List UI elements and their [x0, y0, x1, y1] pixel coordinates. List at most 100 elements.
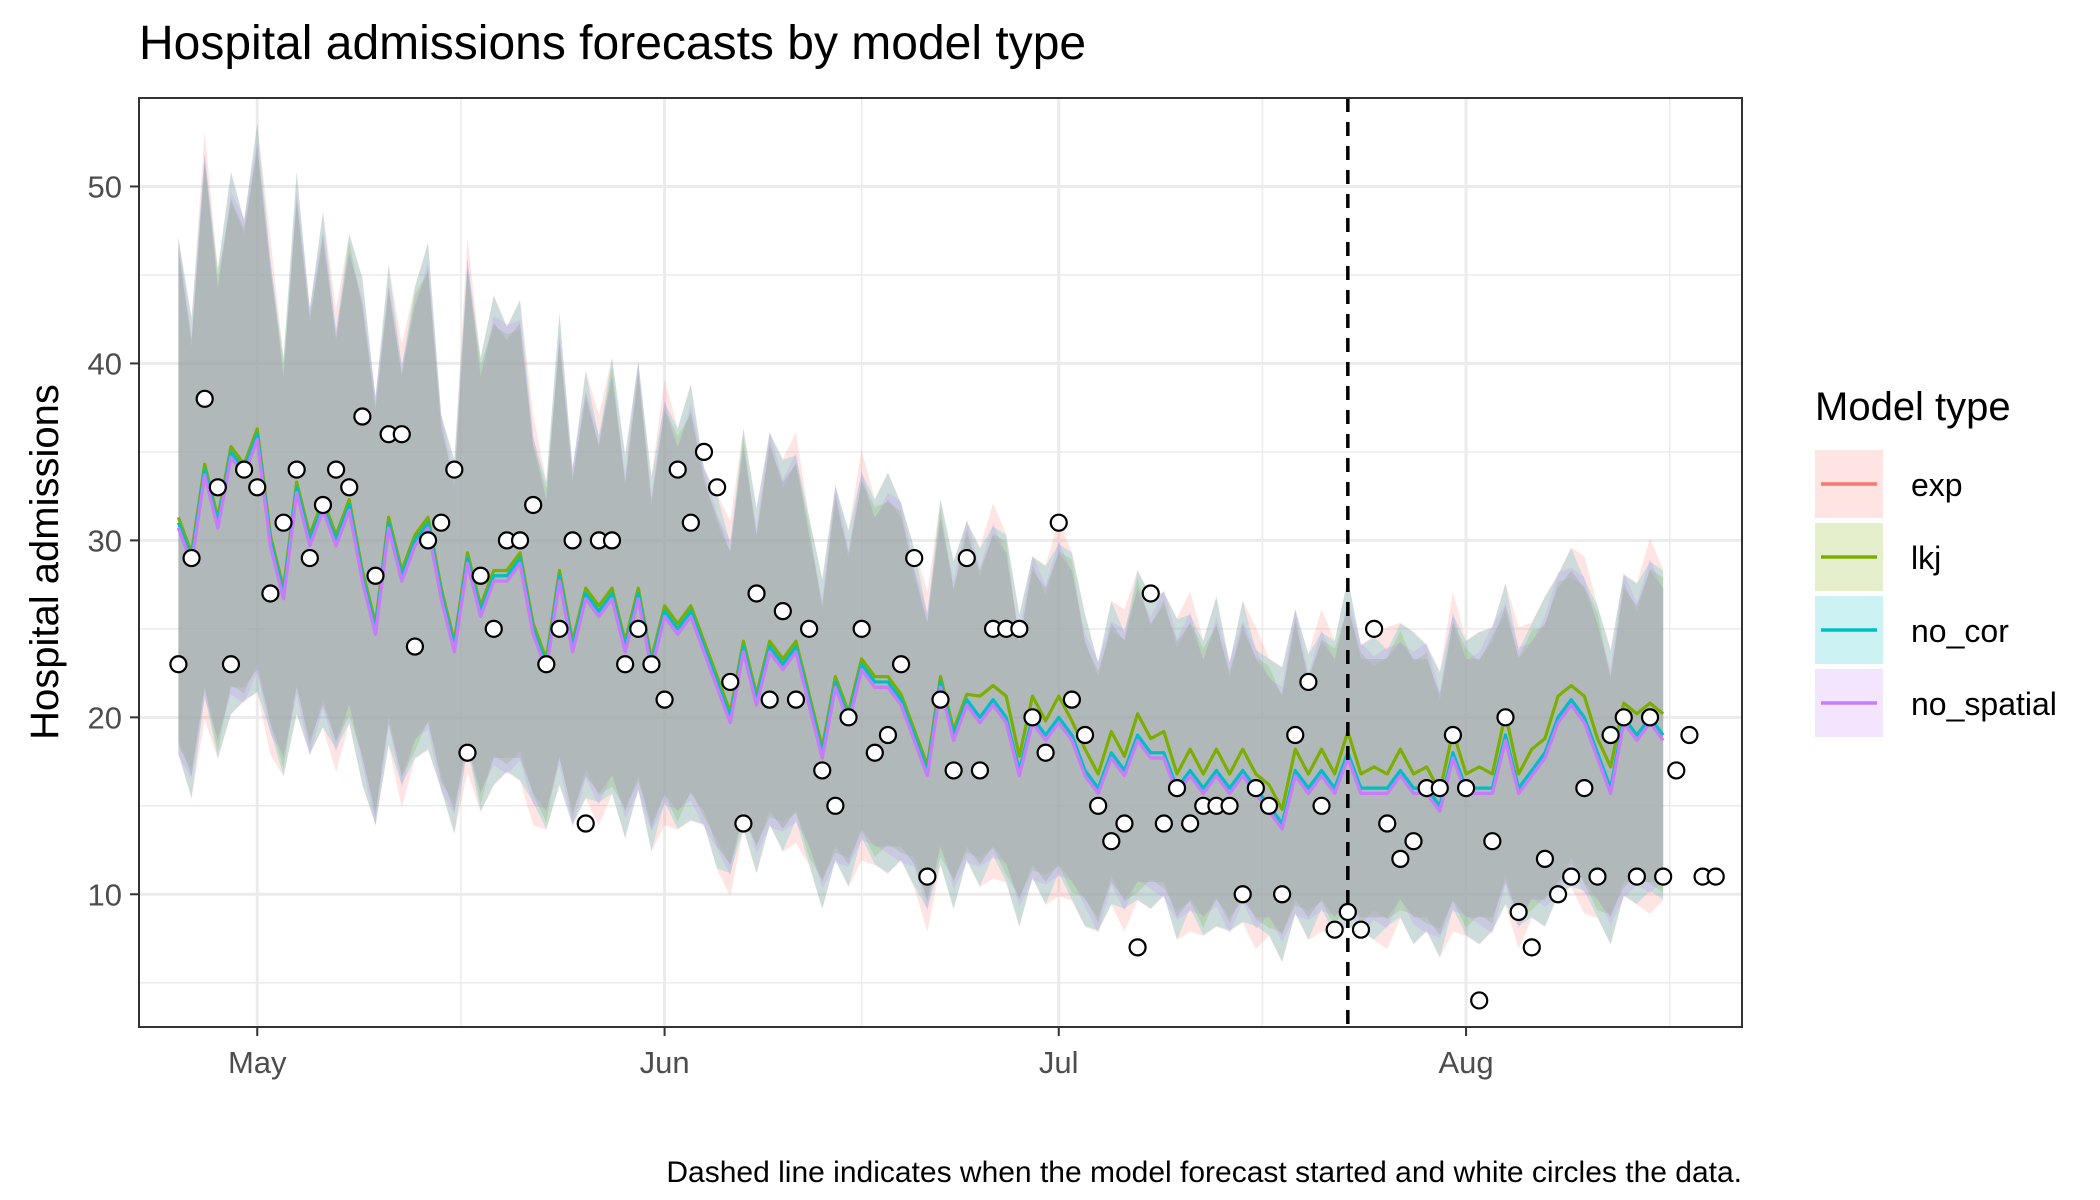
y-tick-label: 30	[88, 523, 122, 558]
data-point	[642, 655, 661, 674]
data-point	[1181, 814, 1200, 833]
data-point	[1036, 743, 1055, 762]
legend-label-exp: exp	[1911, 467, 1963, 503]
data-point	[1286, 725, 1305, 745]
data-point	[340, 478, 359, 497]
data-point	[905, 548, 924, 568]
plot-border	[138, 97, 1743, 1028]
data-point	[826, 796, 845, 815]
data-point	[1562, 867, 1581, 886]
data-point	[786, 690, 806, 709]
data-point	[208, 478, 227, 497]
data-point	[313, 495, 333, 515]
data-point	[1522, 938, 1541, 957]
data-point	[1470, 991, 1489, 1010]
data-point	[353, 407, 372, 426]
data-point	[484, 619, 503, 638]
y-axis-title: Hospital admissions	[23, 384, 67, 740]
data-point	[445, 460, 464, 479]
data-point	[261, 584, 280, 603]
data-point	[1391, 849, 1410, 868]
data-point	[1220, 796, 1239, 815]
data-point	[1680, 725, 1699, 745]
data-point	[1273, 885, 1292, 904]
data-point	[1496, 708, 1515, 727]
data-point	[747, 584, 766, 603]
median-line-no_spatial	[176, 437, 1665, 831]
data-point	[550, 619, 569, 638]
chart-caption: Dashed line indicates when the model for…	[666, 1156, 1742, 1189]
data-point	[721, 672, 740, 692]
data-point	[1404, 832, 1423, 851]
data-point	[182, 548, 201, 568]
legend: Model type exp lkj no_cor no_spatial	[1815, 385, 2057, 737]
data-point	[1102, 832, 1121, 851]
legend-label-no_cor: no_cor	[1911, 613, 2009, 649]
data-point	[1089, 796, 1108, 815]
legend-label-no_spatial: no_spatial	[1911, 686, 2057, 722]
data-point	[602, 531, 622, 550]
data-point	[221, 655, 241, 674]
data-point	[1378, 814, 1397, 833]
data-point	[1167, 779, 1187, 798]
data-point	[1483, 832, 1502, 851]
data-point	[970, 761, 990, 780]
y-tick-label: 50	[88, 169, 122, 204]
legend-label-lkj: lkj	[1911, 540, 1941, 576]
data-point	[1364, 619, 1384, 638]
data-point	[760, 690, 779, 709]
data-point	[944, 761, 963, 780]
data-point	[1430, 779, 1449, 798]
data-point	[839, 708, 858, 727]
median-lines	[176, 427, 1665, 831]
data-point	[1509, 902, 1528, 922]
data-point	[1535, 849, 1555, 868]
data-point	[1062, 690, 1081, 709]
data-point	[287, 460, 306, 479]
data-point	[681, 513, 700, 532]
data-point	[392, 425, 411, 444]
data-point	[1588, 867, 1607, 886]
data-point	[1115, 814, 1134, 833]
data-point	[655, 690, 674, 709]
data-point	[708, 478, 727, 497]
data-point	[918, 867, 937, 886]
data-point	[1246, 779, 1265, 798]
y-tick-label: 20	[88, 700, 122, 735]
data-point	[524, 495, 543, 515]
data-point	[1141, 584, 1160, 603]
data-point	[418, 531, 438, 550]
data-point	[1233, 885, 1252, 904]
data-point	[1601, 725, 1620, 745]
data-point	[563, 531, 582, 550]
legend-title: Model type	[1815, 385, 2011, 429]
data-point	[576, 814, 595, 833]
data-point	[274, 513, 293, 532]
data-point	[694, 442, 714, 462]
x-tick-label: May	[228, 1045, 287, 1080]
data-point	[1456, 779, 1476, 798]
data-point	[852, 619, 871, 638]
data-point	[629, 619, 648, 638]
data-point	[1259, 796, 1279, 815]
y-tick-label: 40	[88, 346, 122, 381]
data-point	[931, 690, 950, 709]
data-point	[1312, 796, 1331, 815]
data-point	[169, 655, 188, 674]
data-point	[1049, 513, 1068, 532]
x-axis: May Jun Jul Aug	[228, 1027, 1494, 1080]
data-point	[734, 814, 753, 833]
data-point	[1706, 867, 1725, 886]
data-point	[1075, 725, 1095, 745]
data-point	[1128, 938, 1147, 957]
data-point	[405, 637, 425, 656]
data-point	[510, 531, 530, 550]
data-point	[891, 655, 911, 674]
data-point	[1667, 761, 1686, 780]
data-point	[1627, 867, 1646, 886]
data-point	[471, 566, 490, 585]
data-point	[537, 655, 556, 674]
data-point	[813, 761, 832, 780]
data-point	[1023, 708, 1042, 727]
